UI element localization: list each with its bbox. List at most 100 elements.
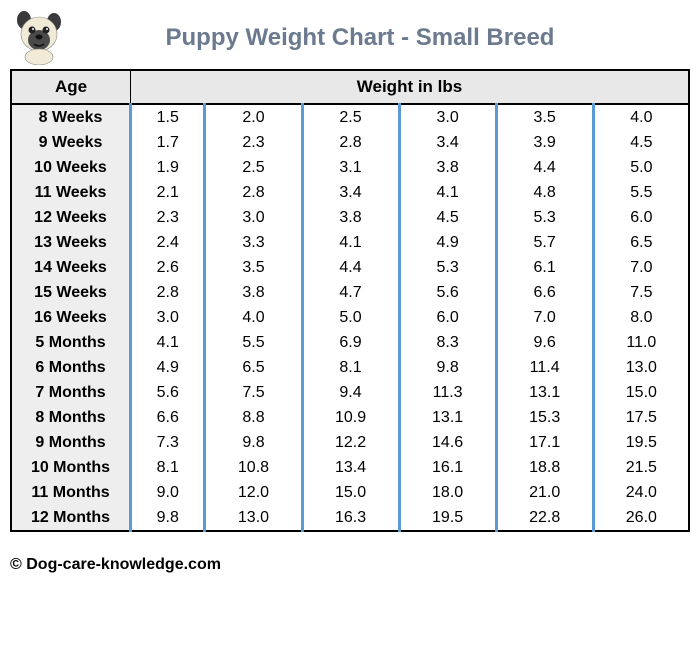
age-cell: 11 Weeks — [11, 180, 131, 205]
weight-cell: 3.8 — [302, 205, 399, 230]
weight-cell: 6.6 — [131, 405, 205, 430]
weight-cell: 2.8 — [302, 130, 399, 155]
weight-cell: 1.9 — [131, 155, 205, 180]
weight-cell: 8.1 — [302, 355, 399, 380]
table-row: 10 Weeks1.92.53.13.84.45.0 — [11, 155, 689, 180]
table-row: 9 Months7.39.812.214.617.119.5 — [11, 430, 689, 455]
weight-cell: 9.8 — [399, 355, 496, 380]
weight-cell: 4.4 — [496, 155, 593, 180]
weight-cell: 7.0 — [593, 255, 689, 280]
table-row: 14 Weeks2.63.54.45.36.17.0 — [11, 255, 689, 280]
table-row: 5 Months4.15.56.98.39.611.0 — [11, 330, 689, 355]
age-cell: 9 Weeks — [11, 130, 131, 155]
weight-cell: 8.3 — [399, 330, 496, 355]
weight-cell: 2.1 — [131, 180, 205, 205]
chart-header: Puppy Weight Chart - Small Breed — [10, 10, 690, 65]
weight-cell: 3.3 — [205, 230, 302, 255]
weight-cell: 5.3 — [496, 205, 593, 230]
weight-cell: 5.0 — [593, 155, 689, 180]
weight-cell: 11.4 — [496, 355, 593, 380]
weight-cell: 24.0 — [593, 480, 689, 505]
table-row: 6 Months4.96.58.19.811.413.0 — [11, 355, 689, 380]
weight-cell: 6.5 — [593, 230, 689, 255]
weight-cell: 5.6 — [399, 280, 496, 305]
table-row: 16 Weeks3.04.05.06.07.08.0 — [11, 305, 689, 330]
weight-cell: 16.1 — [399, 455, 496, 480]
weight-cell: 3.8 — [399, 155, 496, 180]
weight-cell: 18.0 — [399, 480, 496, 505]
weight-cell: 17.5 — [593, 405, 689, 430]
weight-cell: 15.0 — [302, 480, 399, 505]
weight-cell: 9.0 — [131, 480, 205, 505]
weight-cell: 10.8 — [205, 455, 302, 480]
weight-cell: 19.5 — [593, 430, 689, 455]
age-cell: 9 Months — [11, 430, 131, 455]
age-cell: 15 Weeks — [11, 280, 131, 305]
weight-cell: 1.5 — [131, 104, 205, 130]
weight-cell: 2.6 — [131, 255, 205, 280]
table-row: 7 Months5.67.59.411.313.115.0 — [11, 380, 689, 405]
weight-cell: 5.5 — [593, 180, 689, 205]
age-cell: 13 Weeks — [11, 230, 131, 255]
weight-cell: 8.0 — [593, 305, 689, 330]
footer-credit: © Dog-care-knowledge.com — [10, 556, 690, 574]
weight-cell: 21.5 — [593, 455, 689, 480]
table-row: 11 Weeks2.12.83.44.14.85.5 — [11, 180, 689, 205]
weight-cell: 7.3 — [131, 430, 205, 455]
weight-cell: 13.0 — [205, 505, 302, 531]
weight-cell: 13.0 — [593, 355, 689, 380]
weight-cell: 6.5 — [205, 355, 302, 380]
weight-cell: 14.6 — [399, 430, 496, 455]
weight-cell: 12.0 — [205, 480, 302, 505]
weight-cell: 9.6 — [496, 330, 593, 355]
weight-cell: 5.5 — [205, 330, 302, 355]
table-row: 10 Months8.110.813.416.118.821.5 — [11, 455, 689, 480]
table-row: 9 Weeks1.72.32.83.43.94.5 — [11, 130, 689, 155]
weight-cell: 2.5 — [205, 155, 302, 180]
weight-cell: 12.2 — [302, 430, 399, 455]
table-row: 12 Weeks2.33.03.84.55.36.0 — [11, 205, 689, 230]
weight-cell: 2.4 — [131, 230, 205, 255]
chart-title: Puppy Weight Chart - Small Breed — [70, 24, 690, 52]
weight-cell: 3.4 — [302, 180, 399, 205]
weight-cell: 4.1 — [399, 180, 496, 205]
weight-cell: 1.7 — [131, 130, 205, 155]
weight-cell: 3.0 — [205, 205, 302, 230]
weight-cell: 9.4 — [302, 380, 399, 405]
age-cell: 12 Weeks — [11, 205, 131, 230]
weight-cell: 8.1 — [131, 455, 205, 480]
weight-cell: 4.7 — [302, 280, 399, 305]
weight-cell: 26.0 — [593, 505, 689, 531]
weight-cell: 22.8 — [496, 505, 593, 531]
weight-cell: 3.9 — [496, 130, 593, 155]
weight-cell: 2.0 — [205, 104, 302, 130]
weight-cell: 13.4 — [302, 455, 399, 480]
weight-cell: 2.3 — [131, 205, 205, 230]
age-cell: 6 Months — [11, 355, 131, 380]
weight-cell: 15.3 — [496, 405, 593, 430]
weight-cell: 3.8 — [205, 280, 302, 305]
weight-cell: 4.1 — [131, 330, 205, 355]
weight-cell: 6.0 — [593, 205, 689, 230]
age-cell: 12 Months — [11, 505, 131, 531]
weight-cell: 18.8 — [496, 455, 593, 480]
weight-cell: 4.5 — [593, 130, 689, 155]
weight-cell: 9.8 — [131, 505, 205, 531]
weight-cell: 19.5 — [399, 505, 496, 531]
weight-cell: 2.3 — [205, 130, 302, 155]
weight-cell: 4.0 — [205, 305, 302, 330]
age-cell: 8 Weeks — [11, 104, 131, 130]
table-body: 8 Weeks1.52.02.53.03.54.09 Weeks1.72.32.… — [11, 104, 689, 531]
weight-cell: 2.8 — [205, 180, 302, 205]
weight-table: Age Weight in lbs 8 Weeks1.52.02.53.03.5… — [10, 69, 690, 532]
weight-cell: 3.0 — [131, 305, 205, 330]
table-header: Age Weight in lbs — [11, 70, 689, 104]
weight-cell: 4.8 — [496, 180, 593, 205]
age-cell: 10 Weeks — [11, 155, 131, 180]
weight-cell: 4.0 — [593, 104, 689, 130]
weight-cell: 3.5 — [205, 255, 302, 280]
age-cell: 10 Months — [11, 455, 131, 480]
age-cell: 7 Months — [11, 380, 131, 405]
age-cell: 5 Months — [11, 330, 131, 355]
weight-cell: 4.4 — [302, 255, 399, 280]
